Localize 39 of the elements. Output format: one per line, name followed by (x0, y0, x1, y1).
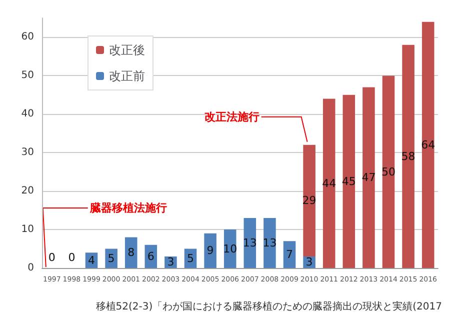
y-tick-label: 0 (28, 262, 34, 274)
bar (322, 98, 336, 268)
y-tick-label: 40 (21, 108, 34, 120)
legend-label: 改正前 (109, 69, 145, 83)
data-label: 5 (187, 252, 194, 265)
y-tick-label: 30 (21, 147, 34, 158)
data-label: 8 (128, 246, 135, 260)
bar (244, 218, 256, 268)
bar (303, 144, 316, 256)
bar (283, 241, 296, 268)
data-label: 58 (401, 150, 416, 163)
bar (402, 44, 414, 268)
y-tick-label: 50 (21, 70, 34, 82)
data-label: 13 (242, 236, 257, 250)
legend-label: 改正後 (109, 43, 145, 57)
data-label: 4 (88, 254, 95, 267)
bar (342, 94, 356, 268)
data-label: 29 (302, 194, 316, 208)
data-label: 10 (223, 242, 238, 256)
data-label: 9 (206, 244, 214, 258)
data-label: 0 (68, 251, 76, 264)
bar (362, 87, 375, 268)
annotation: 改正法施行 (204, 110, 260, 124)
data-label: 13 (262, 236, 277, 250)
data-label: 3 (306, 256, 313, 269)
data-label: 6 (147, 250, 154, 263)
bar (382, 76, 395, 268)
y-tick-label: 10 (21, 224, 34, 236)
y-tick-label: 20 (21, 186, 34, 197)
text: 移植52(2-3)「わが国における臓器移植のための臓器摘出の現状と実績(2017 (96, 300, 442, 312)
data-label: 7 (286, 248, 293, 262)
data-label: 0 (48, 251, 56, 264)
bar (204, 233, 216, 268)
bar (422, 22, 434, 268)
data-label: 3 (167, 256, 174, 269)
data-label: 5 (108, 252, 115, 265)
annotation: 臓器移植法施行 (88, 202, 167, 214)
y-tick-label: 60 (21, 32, 34, 43)
bar (264, 218, 276, 268)
